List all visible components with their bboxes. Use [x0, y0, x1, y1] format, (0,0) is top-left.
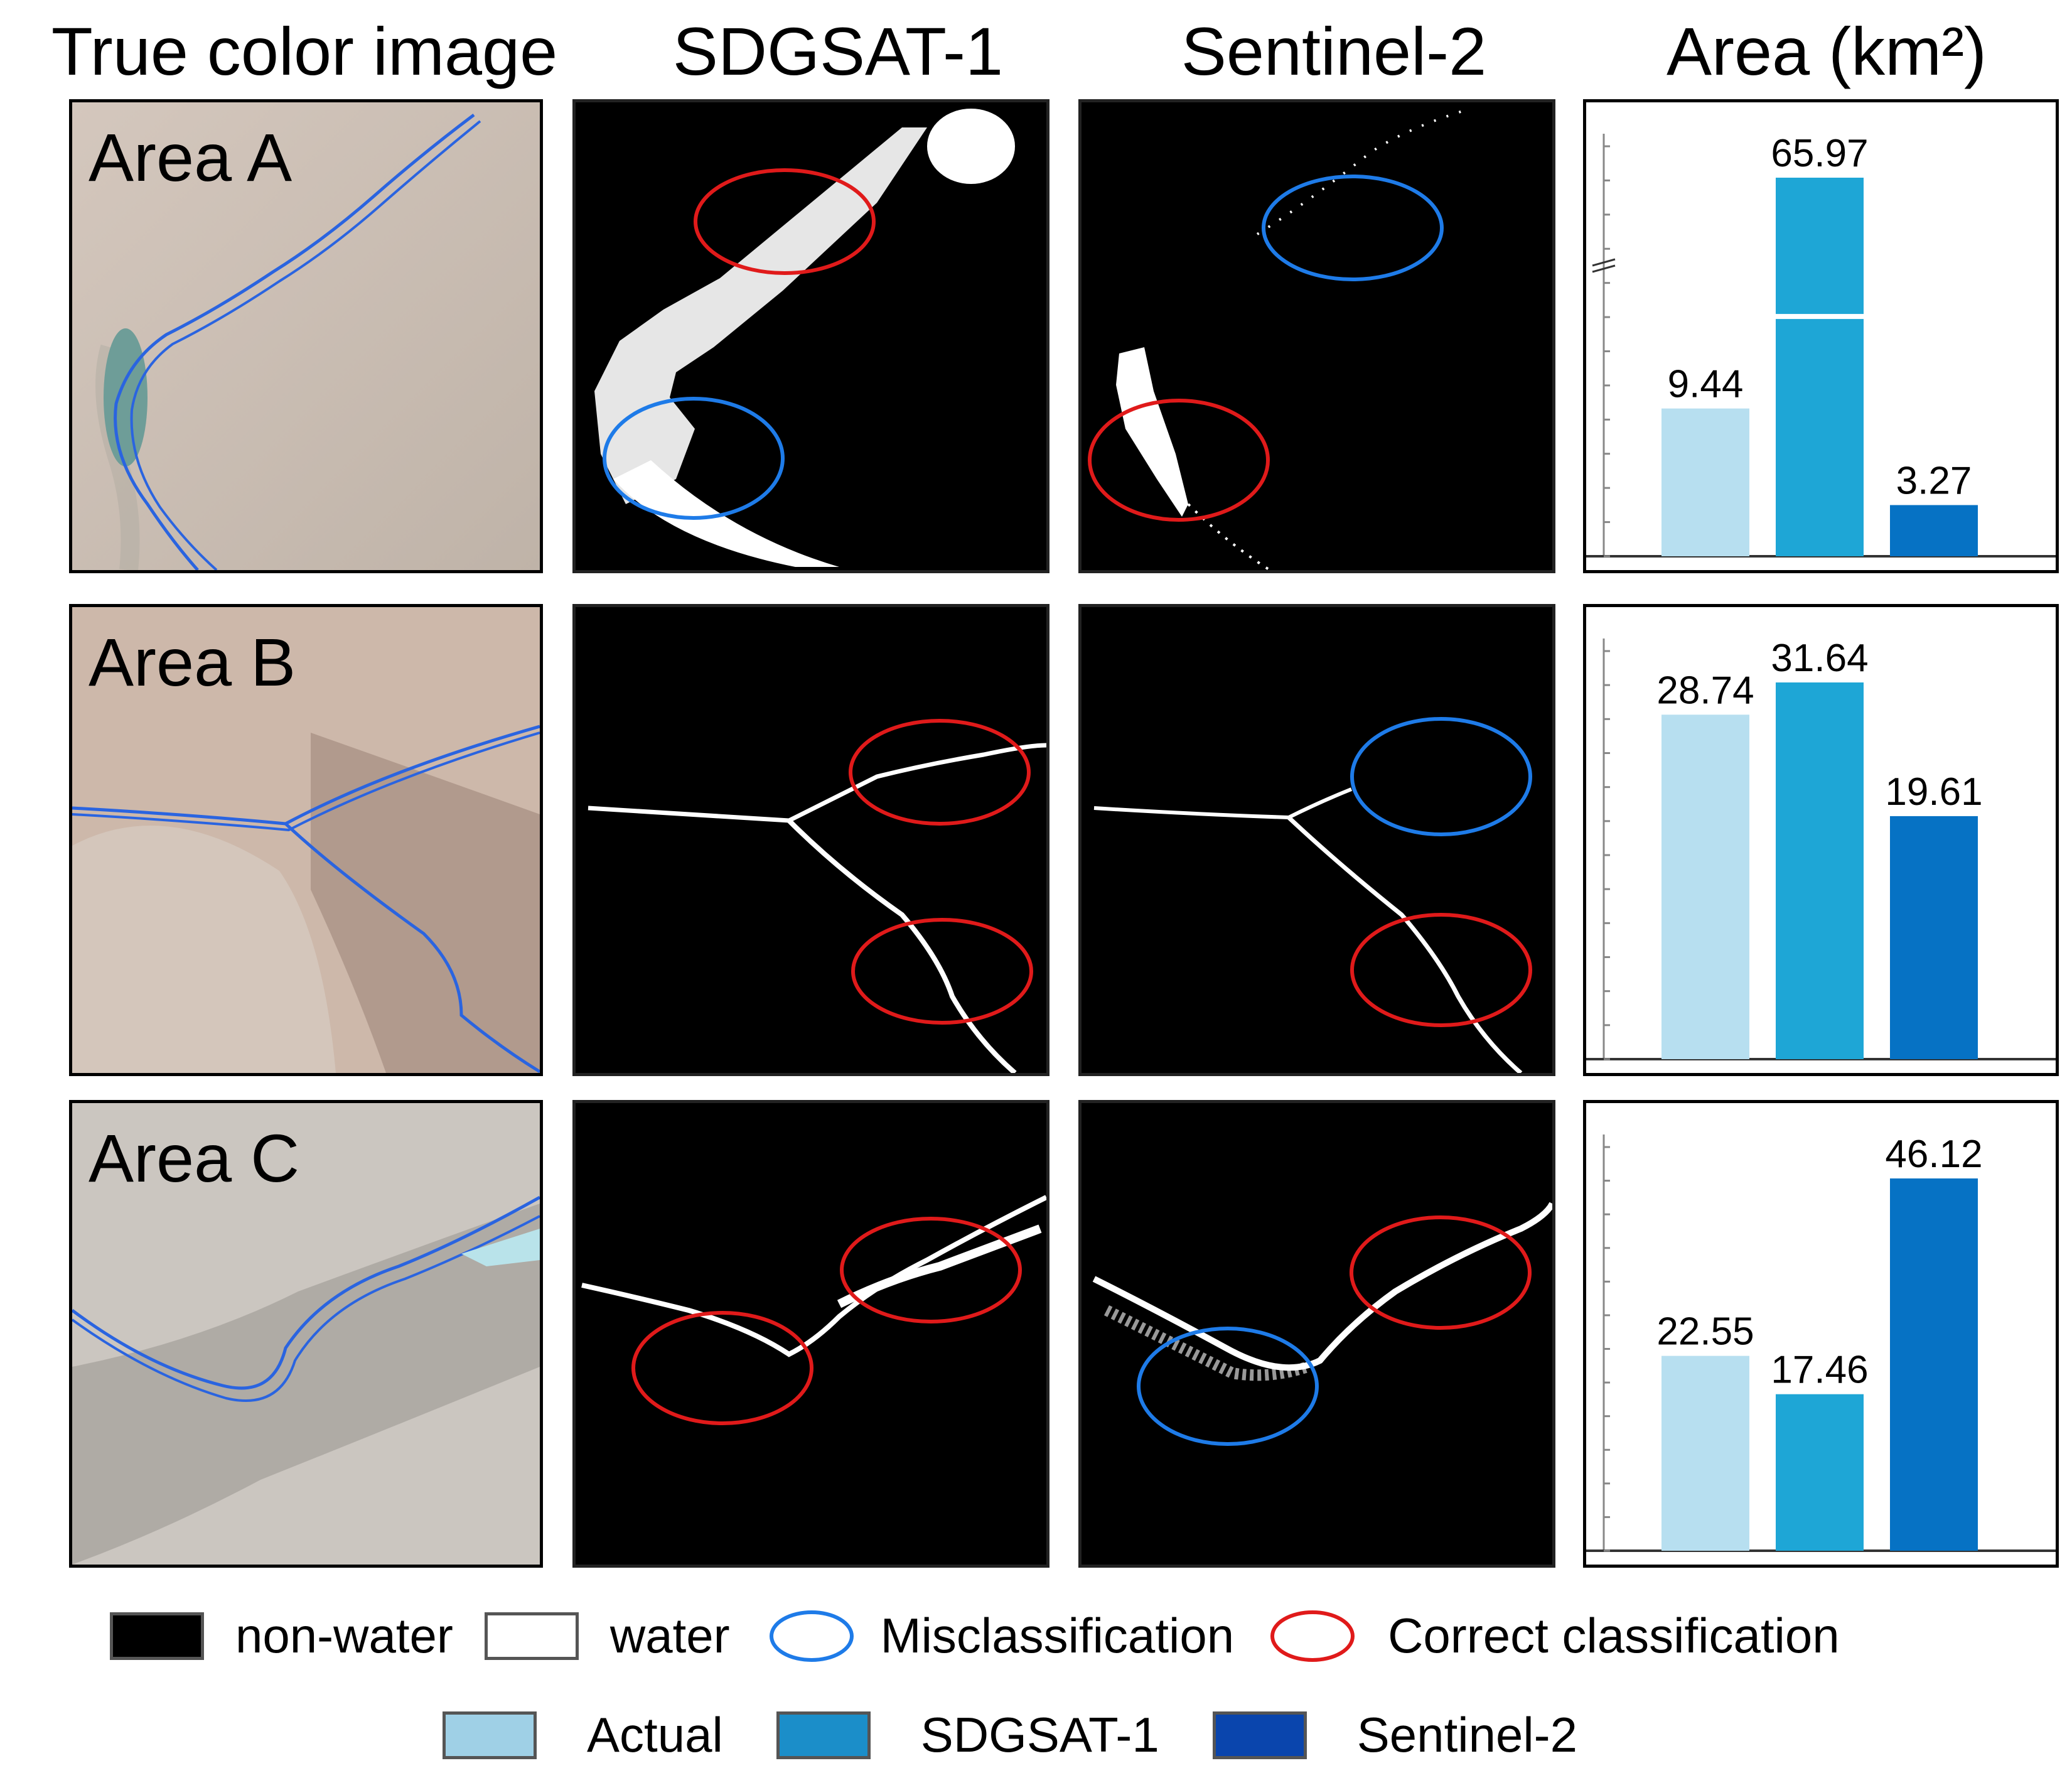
- bar-actual: [1661, 714, 1749, 1059]
- legend-label-correct-classification: Correct classification: [1388, 1608, 1840, 1663]
- legend-swatch-actual: [443, 1711, 537, 1759]
- bar-chart-area-b: 28.74 31.64 19.61: [1586, 637, 2056, 1060]
- bar-actual: [1661, 408, 1749, 556]
- header-area: Area (km²): [1667, 13, 1987, 89]
- legend-label-sentinel: Sentinel-2: [1356, 1707, 1578, 1762]
- river-outline-area-b: [72, 607, 540, 1073]
- misclassification-ellipse: [1262, 175, 1444, 281]
- legend-label-actual: Actual: [587, 1707, 723, 1762]
- header-true-color: True color image: [51, 13, 558, 89]
- correct-classification-ellipse: [849, 719, 1031, 826]
- data-label-actual: 22.55: [1656, 1310, 1754, 1354]
- legend-label-non-water: non-water: [235, 1608, 453, 1663]
- correct-classification-ellipse: [631, 1311, 813, 1425]
- misclassification-ellipse: [1350, 717, 1532, 836]
- legend-row-classification: non-water water Misclassification Correc…: [110, 1607, 1840, 1664]
- data-label-sentinel: 3.27: [1896, 459, 1972, 502]
- true-color-image-area-a: Area A: [69, 99, 543, 573]
- data-label-sdgsat: 65.97: [1771, 132, 1868, 175]
- axis-break-marker: [1592, 258, 1616, 273]
- bar-chart-area-c: 22.55 17.46 46.12: [1586, 1133, 2056, 1552]
- sdgsat-classification-area-c: [572, 1100, 1049, 1568]
- legend-ellipse-correct-classification: [1270, 1610, 1355, 1662]
- area-label-b: Area B: [89, 624, 296, 700]
- data-label-actual: 9.44: [1668, 363, 1744, 406]
- misclassification-ellipse: [1137, 1327, 1319, 1446]
- correct-classification-ellipse: [1350, 913, 1532, 1027]
- sdgsat-classification-area-a: [572, 99, 1049, 573]
- river-outline-area-a: [72, 102, 540, 570]
- correct-classification-ellipse: [1088, 399, 1270, 522]
- bar-sdgsat: [1776, 1394, 1864, 1551]
- data-label-sdgsat: 31.64: [1771, 637, 1868, 680]
- bar-chart-area-a: 9.44 65.97 3.27: [1586, 132, 2056, 558]
- sdgsat-classification-area-b: [572, 604, 1049, 1076]
- legend-swatch-sentinel: [1212, 1711, 1307, 1759]
- data-label-sentinel: 46.12: [1885, 1133, 1982, 1176]
- data-label-sdgsat: 17.46: [1771, 1349, 1868, 1392]
- misclassification-ellipse: [603, 397, 785, 520]
- legend-label-water: water: [609, 1608, 730, 1663]
- bar-sdgsat: [1776, 682, 1864, 1059]
- header-sdgsat: SDGSAT-1: [672, 13, 1004, 89]
- legend-swatch-sdgsat: [776, 1711, 871, 1759]
- legend-label-misclassification: Misclassification: [880, 1608, 1235, 1663]
- area-chart-a: 9.44 65.97 3.27: [1583, 99, 2059, 573]
- data-label-actual: 28.74: [1656, 669, 1754, 712]
- bar-sentinel: [1890, 816, 1978, 1059]
- area-chart-c: 22.55 17.46 46.12: [1583, 1100, 2059, 1568]
- correct-classification-ellipse: [1350, 1215, 1532, 1330]
- legend-ellipse-misclassification: [769, 1610, 854, 1662]
- sentinel-classification-area-b: [1078, 604, 1555, 1076]
- true-color-image-area-b: Area B: [69, 604, 543, 1076]
- bar-sentinel: [1890, 505, 1978, 556]
- header-sentinel: Sentinel-2: [1181, 13, 1487, 89]
- legend-swatch-water: [484, 1612, 579, 1660]
- correct-classification-ellipse: [851, 918, 1033, 1025]
- data-label-sentinel: 19.61: [1885, 770, 1982, 814]
- sentinel-classification-area-c: [1078, 1100, 1555, 1568]
- bar-break-gap: [1774, 314, 1865, 320]
- legend-label-sdgsat: SDGSAT-1: [920, 1707, 1159, 1762]
- correct-classification-ellipse: [840, 1217, 1022, 1323]
- area-label-c: Area C: [89, 1120, 300, 1196]
- area-label-a: Area A: [89, 119, 293, 195]
- river-outline-area-c: [72, 1103, 540, 1565]
- bar-sdgsat: [1776, 178, 1864, 556]
- correct-classification-ellipse: [694, 168, 876, 275]
- true-color-image-area-c: Area C: [69, 1100, 543, 1568]
- sentinel-classification-area-a: [1078, 99, 1555, 573]
- bar-actual: [1661, 1355, 1749, 1551]
- bar-sentinel: [1890, 1178, 1978, 1551]
- legend-row-series: Actual SDGSAT-1 Sentinel-2: [443, 1706, 1577, 1764]
- legend-swatch-non-water: [110, 1612, 204, 1660]
- area-chart-b: 28.74 31.64 19.61: [1583, 604, 2059, 1076]
